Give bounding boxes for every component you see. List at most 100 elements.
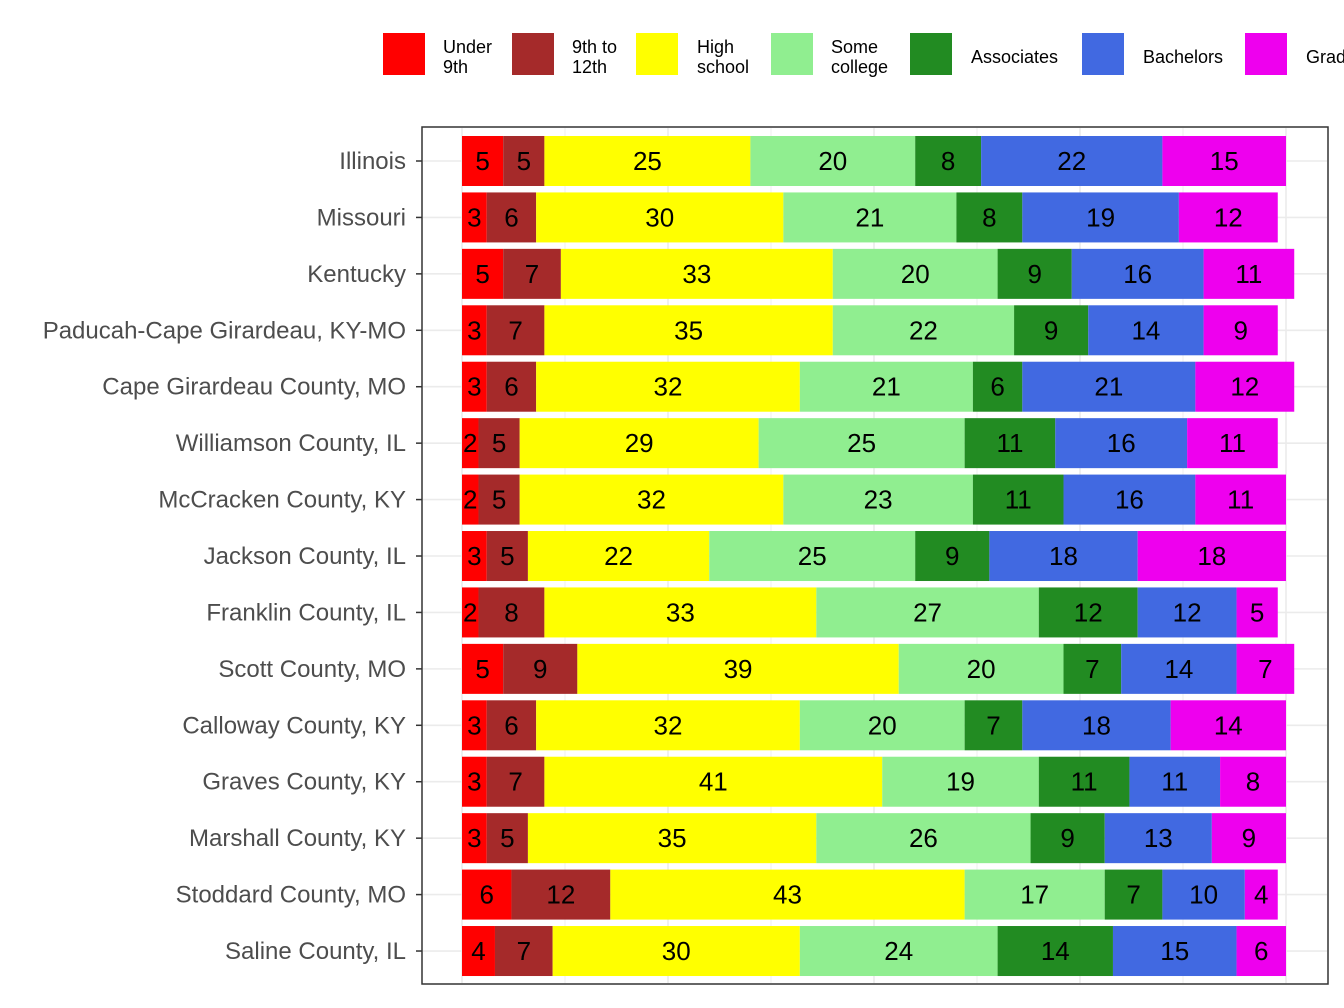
bar-associates-stoddard-county-mo — [1104, 869, 1163, 920]
bar-under-9th-illinois — [462, 136, 504, 186]
bar-under-9th-kentucky — [462, 248, 504, 299]
data-label: 27 — [913, 597, 942, 627]
bar-high-school-missouri — [536, 192, 784, 243]
bar-high-school-graves-county-ky — [544, 756, 883, 807]
data-label: 9 — [1044, 315, 1058, 345]
bar-under-9th-calloway-county-ky — [462, 700, 487, 751]
legend-label-graduate: Grad — [1306, 47, 1344, 67]
data-label: 14 — [1041, 936, 1070, 966]
y-tick-label: Graves County, KY — [202, 769, 406, 796]
y-tick-label: McCracken County, KY — [158, 487, 406, 514]
bar-under-9th-mccracken-county-ky — [462, 474, 479, 525]
bar-associates-marshall-county-ky — [1030, 813, 1105, 864]
plot-area: 5 5 25 20 8 22 153 6 30 21 8 19 125 7 33 20 9 16 113 7 35 22 9… — [43, 126, 1329, 985]
data-label: 6 — [990, 372, 1004, 402]
data-label: 5 — [500, 541, 514, 571]
y-axis: Illinois Missouri Kentucky Paducah-Cape Gir… — [43, 148, 422, 965]
data-label: 8 — [504, 597, 518, 627]
bar-labels: 5 5 25 20 8 22 153 6 30 21 8 19 125 7 33 20 9 16 113 7 35 22 9… — [463, 146, 1273, 966]
data-label: 14 — [1131, 315, 1160, 345]
data-label: 5 — [517, 146, 531, 176]
data-label: 9 — [1233, 315, 1247, 345]
data-label: 12 — [1074, 597, 1103, 627]
data-label: 33 — [666, 597, 695, 627]
data-label: 35 — [674, 315, 703, 345]
data-label: 22 — [909, 315, 938, 345]
bar-9th-to-12th-williamson-county-il — [478, 418, 520, 469]
bar-associates-franklin-county-il — [1038, 587, 1138, 638]
bar-bachelors-mccracken-county-ky — [1063, 474, 1196, 525]
data-label: 13 — [1144, 823, 1173, 853]
data-label: 8 — [1246, 767, 1260, 797]
bar-graduate-franklin-county-il — [1236, 587, 1278, 638]
bar-under-9th-scott-county-mo — [462, 643, 504, 694]
data-label: 2 — [463, 485, 477, 515]
y-tick-label: Jackson County, IL — [204, 543, 406, 570]
bar-high-school-illinois — [544, 136, 751, 186]
bar-associates-missouri — [956, 192, 1023, 243]
data-label: 8 — [941, 146, 955, 176]
bar-some-college-marshall-county-ky — [816, 813, 1031, 864]
data-label: 23 — [864, 485, 893, 515]
y-tick-label: Williamson County, IL — [176, 430, 406, 457]
bar-bachelors-cape-girardeau-county-mo — [1022, 361, 1196, 412]
bar-associates-illinois — [915, 136, 982, 186]
data-label: 39 — [724, 654, 753, 684]
bar-under-9th-graves-county-ky — [462, 756, 487, 807]
bar-graduate-illinois — [1162, 136, 1286, 186]
bar-graduate-stoddard-county-mo — [1244, 869, 1278, 920]
legend-key-bachelors — [1082, 33, 1124, 75]
data-label: 5 — [475, 654, 489, 684]
bar-associates-scott-county-mo — [1063, 643, 1122, 694]
legend-label-bachelors: Bachelors — [1143, 47, 1223, 67]
bar-9th-to-12th-saline-county-il — [494, 926, 553, 977]
data-label: 4 — [471, 936, 485, 966]
data-label: 7 — [525, 259, 539, 289]
bar-high-school-cape-girardeau-county-mo — [536, 361, 800, 412]
data-label: 12 — [546, 880, 575, 910]
legend-label-some-college: Some college — [831, 37, 888, 77]
data-label: 8 — [982, 202, 996, 232]
bar-graduate-jackson-county-il — [1137, 531, 1286, 582]
bar-associates-williamson-county-il — [964, 418, 1056, 469]
bar-under-9th-stoddard-county-mo — [462, 869, 512, 920]
data-label: 20 — [967, 654, 996, 684]
bar-under-9th-missouri — [462, 192, 487, 243]
data-label: 9 — [1242, 823, 1256, 853]
data-label: 25 — [798, 541, 827, 571]
data-label: 4 — [1254, 880, 1268, 910]
bar-associates-calloway-county-ky — [964, 700, 1023, 751]
bar-bachelors-paducah-cape-girardeau-ky-mo — [1088, 305, 1204, 356]
data-label: 17 — [1020, 880, 1049, 910]
bar-under-9th-marshall-county-ky — [462, 813, 487, 864]
bar-some-college-stoddard-county-mo — [964, 869, 1105, 920]
data-label: 6 — [504, 202, 518, 232]
data-label: 3 — [467, 710, 481, 740]
bar-some-college-kentucky — [832, 248, 998, 299]
bar-bachelors-kentucky — [1071, 248, 1204, 299]
bar-high-school-scott-county-mo — [577, 643, 899, 694]
bar-bachelors-scott-county-mo — [1121, 643, 1237, 694]
y-tick-label: Scott County, MO — [218, 656, 406, 683]
data-label: 20 — [901, 259, 930, 289]
bar-high-school-jackson-county-il — [527, 531, 710, 582]
data-label: 3 — [467, 541, 481, 571]
bar-9th-to-12th-marshall-county-ky — [486, 813, 528, 864]
data-label: 9 — [1027, 259, 1041, 289]
legend-key-associates — [910, 33, 952, 75]
bar-bachelors-marshall-county-ky — [1104, 813, 1212, 864]
data-label: 2 — [463, 428, 477, 458]
data-label: 3 — [467, 202, 481, 232]
bar-some-college-calloway-county-ky — [799, 700, 965, 751]
bar-9th-to-12th-kentucky — [503, 248, 561, 299]
data-label: 18 — [1082, 710, 1111, 740]
data-label: 19 — [1086, 202, 1115, 232]
y-tick-label: Stoddard County, MO — [176, 882, 406, 909]
data-label: 10 — [1189, 880, 1218, 910]
data-label: 25 — [847, 428, 876, 458]
bar-graduate-saline-county-il — [1236, 926, 1286, 977]
bar-associates-cape-girardeau-county-mo — [972, 361, 1023, 412]
data-label: 30 — [662, 936, 691, 966]
data-label: 6 — [479, 880, 493, 910]
